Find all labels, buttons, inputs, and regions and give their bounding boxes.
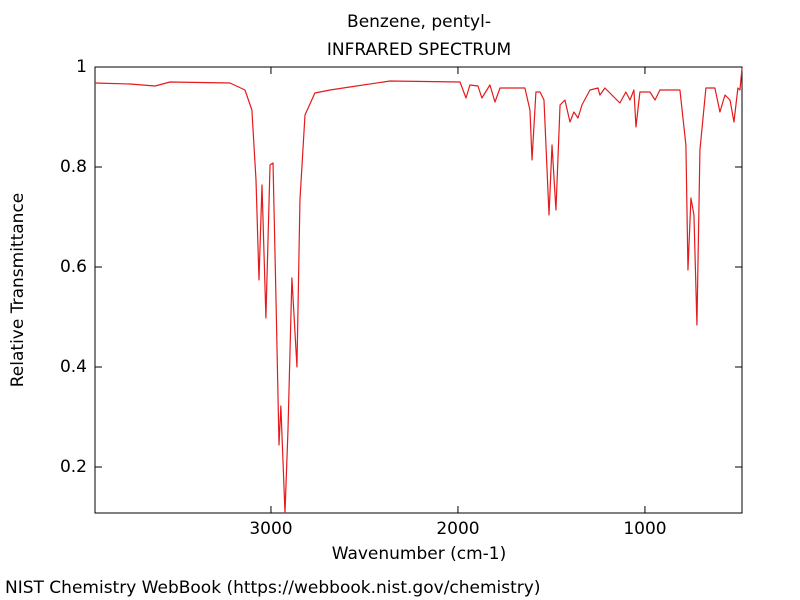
y-tick-label: 0.2	[60, 457, 87, 477]
chart-title: Benzene, pentyl-	[347, 12, 491, 32]
x-axis-label: Wavenumber (cm-1)	[332, 544, 507, 564]
chart-subtitle: INFRARED SPECTRUM	[327, 40, 511, 60]
y-tick-label: 0.8	[60, 157, 87, 177]
spectrum-line	[94, 67, 743, 514]
source-note: NIST Chemistry WebBook (https://webbook.…	[5, 578, 540, 598]
plot-frame	[94, 66, 743, 514]
x-tick-label: 3000	[249, 519, 292, 539]
x-tick-label: 1000	[623, 519, 666, 539]
y-axis-label: Relative Transmittance	[8, 193, 28, 388]
x-tick-label: 2000	[436, 519, 479, 539]
y-tick-label: 0.4	[60, 357, 87, 377]
y-tick-label: 1	[76, 57, 87, 77]
y-tick-label: 0.6	[60, 257, 87, 277]
